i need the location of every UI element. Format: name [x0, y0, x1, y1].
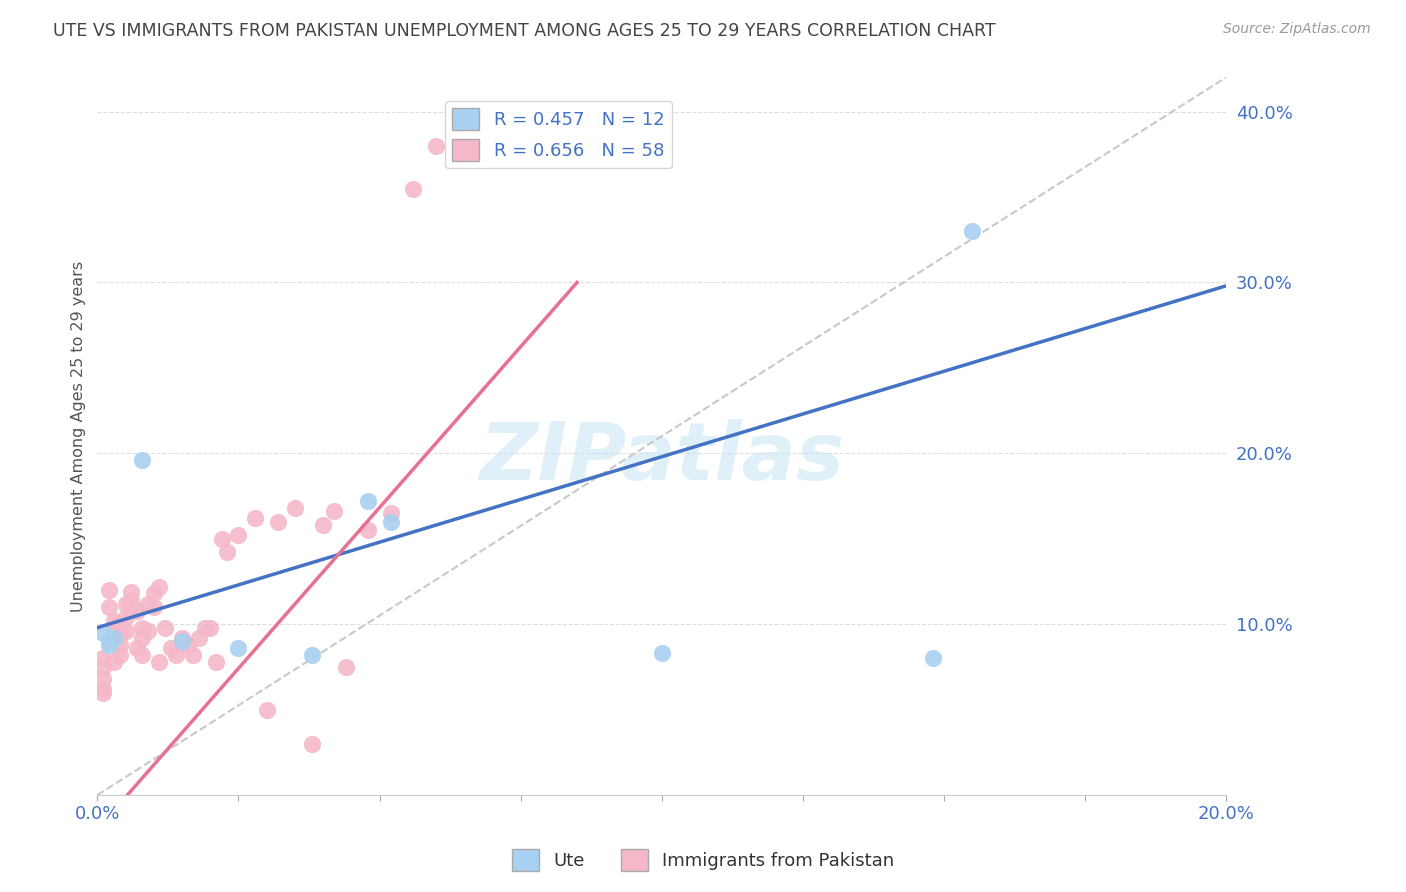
Point	[200, 621, 222, 635]
Y-axis label: Unemployment Among Ages 25 to 29 years: Unemployment Among Ages 25 to 29 years	[72, 260, 86, 612]
Point	[136, 597, 159, 611]
Point	[142, 586, 165, 600]
Point	[103, 624, 125, 638]
Point	[97, 638, 120, 652]
Point	[335, 660, 357, 674]
Point	[108, 638, 131, 652]
Point	[651, 646, 673, 660]
Point	[323, 504, 346, 518]
Point	[97, 600, 120, 615]
Point	[159, 641, 181, 656]
Point	[205, 655, 228, 669]
Point	[153, 621, 176, 635]
Point	[131, 621, 153, 635]
Legend: R = 0.457   N = 12, R = 0.656   N = 58: R = 0.457 N = 12, R = 0.656 N = 58	[444, 101, 672, 169]
Point	[312, 518, 335, 533]
Point	[114, 624, 136, 638]
Point	[181, 648, 204, 662]
Point	[91, 685, 114, 699]
Point	[103, 631, 125, 645]
Point	[187, 631, 209, 645]
Point	[228, 641, 250, 656]
Legend: Ute, Immigrants from Pakistan: Ute, Immigrants from Pakistan	[505, 842, 901, 879]
Point	[148, 655, 170, 669]
Point	[108, 627, 131, 641]
Point	[245, 511, 267, 525]
Point	[103, 631, 125, 645]
Point	[97, 634, 120, 648]
Point	[91, 672, 114, 686]
Point	[284, 501, 307, 516]
Point	[97, 582, 120, 597]
Point	[91, 660, 114, 674]
Point	[301, 737, 323, 751]
Text: ZIPatlas: ZIPatlas	[479, 418, 844, 497]
Point	[120, 593, 142, 607]
Point	[148, 580, 170, 594]
Point	[91, 682, 114, 697]
Point	[217, 545, 239, 559]
Point	[131, 648, 153, 662]
Point	[960, 224, 983, 238]
Point	[170, 634, 193, 648]
Point	[125, 603, 148, 617]
Point	[380, 506, 402, 520]
Point	[425, 138, 447, 153]
Point	[921, 651, 943, 665]
Point	[131, 631, 153, 645]
Text: UTE VS IMMIGRANTS FROM PAKISTAN UNEMPLOYMENT AMONG AGES 25 TO 29 YEARS CORRELATI: UTE VS IMMIGRANTS FROM PAKISTAN UNEMPLOY…	[53, 22, 995, 40]
Point	[256, 703, 278, 717]
Point	[170, 631, 193, 645]
Point	[176, 638, 198, 652]
Point	[267, 515, 290, 529]
Point	[193, 621, 215, 635]
Point	[108, 617, 131, 632]
Point	[114, 610, 136, 624]
Point	[103, 614, 125, 628]
Point	[108, 648, 131, 662]
Point	[103, 655, 125, 669]
Point	[301, 648, 323, 662]
Point	[211, 532, 233, 546]
Point	[136, 624, 159, 638]
Point	[357, 523, 380, 537]
Point	[120, 584, 142, 599]
Point	[402, 181, 425, 195]
Point	[120, 603, 142, 617]
Point	[125, 641, 148, 656]
Text: Source: ZipAtlas.com: Source: ZipAtlas.com	[1223, 22, 1371, 37]
Point	[228, 528, 250, 542]
Point	[91, 651, 114, 665]
Point	[114, 597, 136, 611]
Point	[131, 453, 153, 467]
Point	[165, 648, 187, 662]
Point	[380, 515, 402, 529]
Point	[357, 494, 380, 508]
Point	[142, 600, 165, 615]
Point	[91, 625, 114, 640]
